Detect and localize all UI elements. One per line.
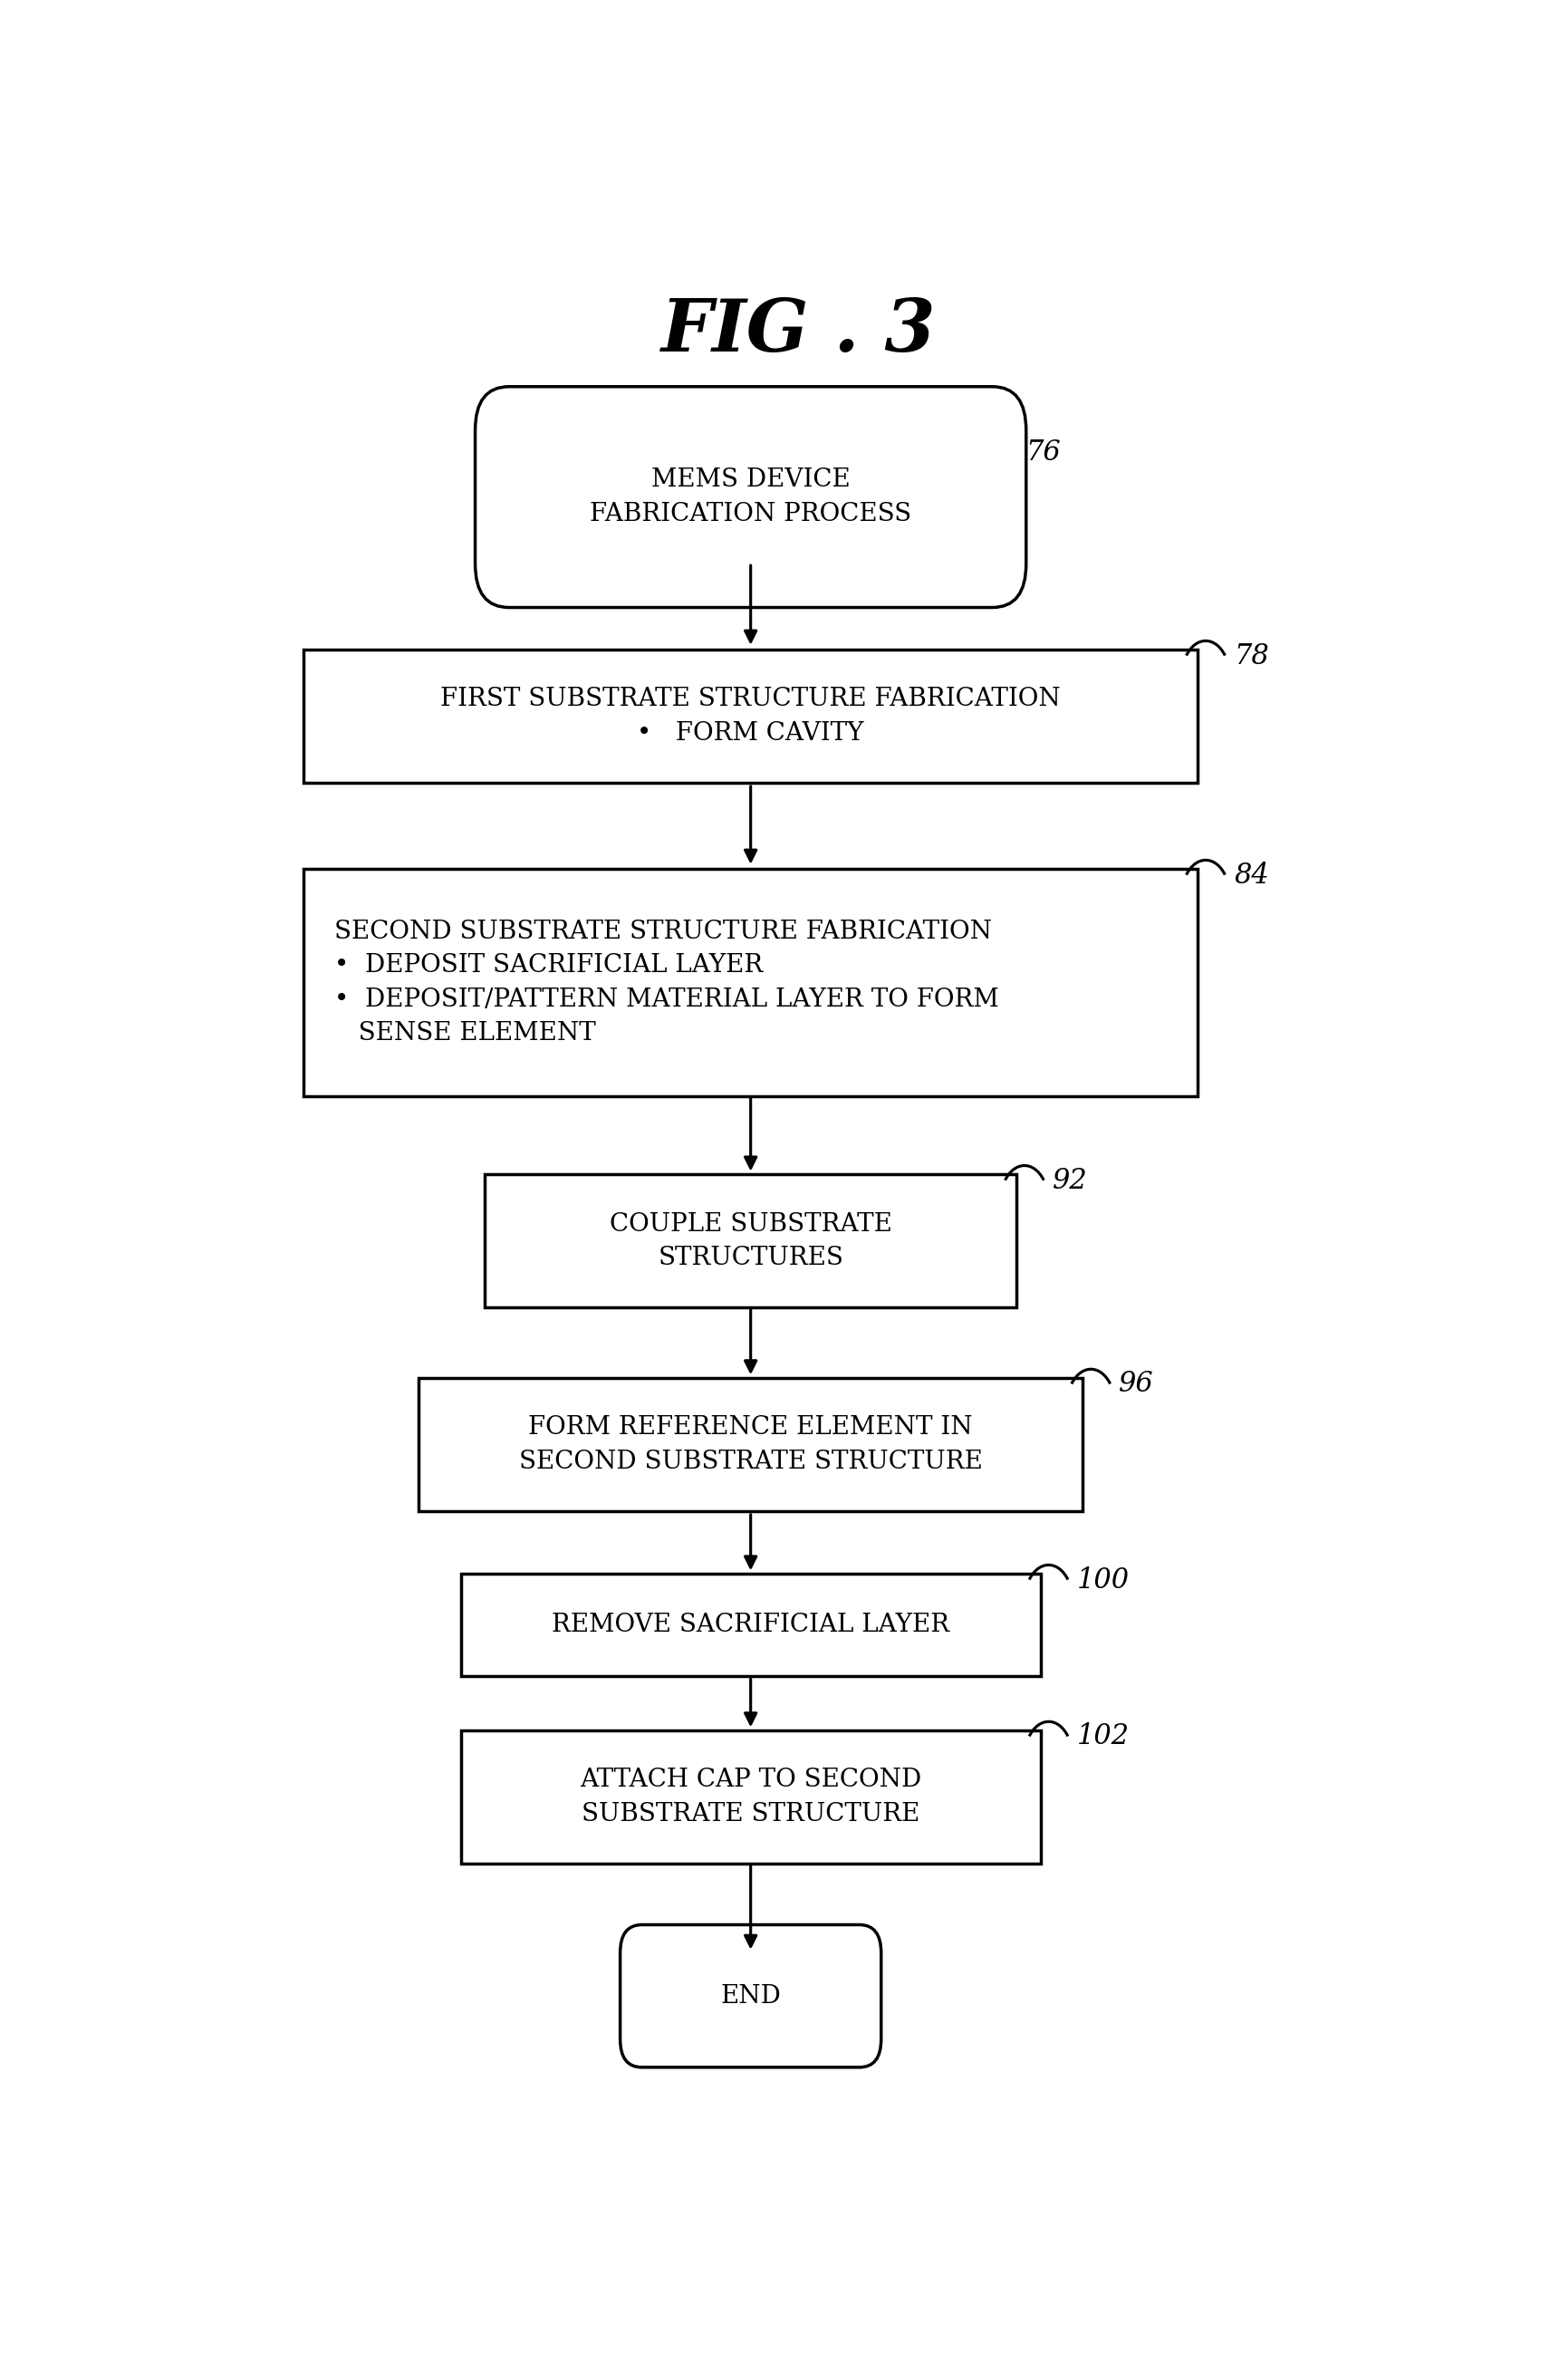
Text: 96: 96	[1119, 1371, 1154, 1399]
Text: FIRST SUBSTRATE STRUCTURE FABRICATION
•   FORM CAVITY: FIRST SUBSTRATE STRUCTURE FABRICATION • …	[441, 688, 1060, 745]
Text: ATTACH CAP TO SECOND
SUBSTRATE STRUCTURE: ATTACH CAP TO SECOND SUBSTRATE STRUCTURE	[580, 1768, 921, 1825]
Text: 100: 100	[1077, 1566, 1130, 1595]
Text: FIG . 3: FIG . 3	[661, 295, 937, 367]
Text: 76: 76	[1026, 438, 1062, 466]
Bar	[304, 650, 1197, 783]
Bar	[418, 1378, 1084, 1511]
Bar	[461, 1730, 1041, 1864]
Text: END: END	[720, 1985, 781, 2009]
Text: REMOVE SACRIFICIAL LAYER: REMOVE SACRIFICIAL LAYER	[552, 1614, 949, 1637]
Text: 102: 102	[1077, 1723, 1130, 1752]
Bar	[485, 1173, 1016, 1307]
Text: FORM REFERENCE ELEMENT IN
SECOND SUBSTRATE STRUCTURE: FORM REFERENCE ELEMENT IN SECOND SUBSTRA…	[519, 1416, 982, 1473]
Text: 78: 78	[1235, 643, 1269, 671]
Bar	[304, 869, 1197, 1097]
FancyBboxPatch shape	[620, 1925, 881, 2068]
Text: SECOND SUBSTRATE STRUCTURE FABRICATION
•  DEPOSIT SACRIFICIAL LAYER
•  DEPOSIT/P: SECOND SUBSTRATE STRUCTURE FABRICATION •…	[334, 919, 998, 1045]
Text: MEMS DEVICE
FABRICATION PROCESS: MEMS DEVICE FABRICATION PROCESS	[589, 469, 912, 526]
Text: 84: 84	[1235, 862, 1269, 890]
FancyBboxPatch shape	[475, 386, 1026, 607]
Text: COUPLE SUBSTRATE
STRUCTURES: COUPLE SUBSTRATE STRUCTURES	[610, 1211, 892, 1271]
Text: 92: 92	[1052, 1166, 1088, 1195]
Bar	[461, 1573, 1041, 1676]
